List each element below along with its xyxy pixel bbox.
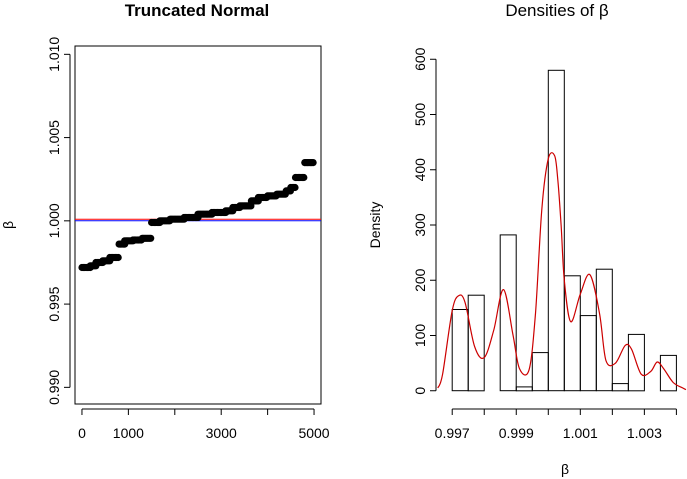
y-tick-label: 400 [412, 158, 428, 182]
histogram-bar [467, 294, 485, 392]
density-curve [437, 152, 687, 391]
scatter-panel: Truncated Normal 0 1000 3000 5000 0.9900.99… [0, 1, 330, 441]
x-axis: 0.997 0.999 1.001 1.003 [435, 408, 677, 441]
y-tick-label: 0.995 [46, 286, 62, 321]
data-point [114, 253, 122, 262]
histogram-panel: Densities of β 0.997 0.999 1.001 1.003 0 100… [367, 1, 687, 477]
x-tick-label: 5000 [298, 425, 329, 441]
x-tick-label: 0.999 [499, 425, 534, 441]
histogram-bar [515, 386, 533, 392]
histogram-bar [611, 383, 629, 392]
y-tick-label: 200 [412, 268, 428, 292]
histogram-bar [659, 354, 677, 392]
y-tick-label: 1.005 [46, 120, 62, 155]
y-tick-label: 0 [412, 387, 428, 395]
data-point [147, 234, 155, 242]
y-axis: 0 100 200 300 400 500 600 [412, 47, 437, 395]
x-axis-label: β [561, 461, 569, 477]
x-axis: 0 1000 3000 5000 [78, 408, 330, 441]
chart-title: Densities of β [505, 1, 609, 20]
y-tick-label: 300 [412, 213, 428, 237]
density-line [437, 152, 687, 391]
y-tick-label: 500 [412, 103, 428, 127]
x-tick-label: 0.997 [435, 425, 470, 441]
histogram-bar [451, 309, 469, 392]
y-tick-label: 0.990 [46, 370, 62, 405]
data-point [291, 183, 299, 192]
histogram-bar [595, 268, 613, 392]
data-point [309, 159, 317, 167]
y-tick-label: 1.000 [46, 203, 62, 238]
x-tick-label: 0 [78, 425, 86, 441]
histogram-bars [451, 69, 677, 392]
chart-title: Truncated Normal [125, 1, 270, 20]
y-tick-label: 100 [412, 324, 428, 348]
y-tick-label: 600 [412, 47, 428, 71]
histogram-bar [627, 333, 645, 392]
data-points [78, 159, 317, 272]
y-axis-label: Density [367, 202, 383, 249]
x-tick-label: 1000 [113, 425, 144, 441]
x-tick-label: 3000 [206, 425, 237, 441]
histogram-bar [531, 352, 549, 392]
histogram-bar [499, 234, 517, 392]
y-axis: 0.990 0.995 1.000 1.005 1.010 [46, 37, 71, 405]
histogram-bar [563, 275, 581, 392]
x-tick-label: 1.001 [563, 425, 598, 441]
data-point [300, 173, 308, 182]
histogram-bar [579, 315, 597, 392]
x-tick-label: 1.003 [627, 425, 662, 441]
histogram-bar [547, 69, 565, 392]
y-axis-label: β [0, 221, 16, 229]
y-tick-label: 1.010 [46, 37, 62, 72]
plot-frame [74, 45, 322, 405]
